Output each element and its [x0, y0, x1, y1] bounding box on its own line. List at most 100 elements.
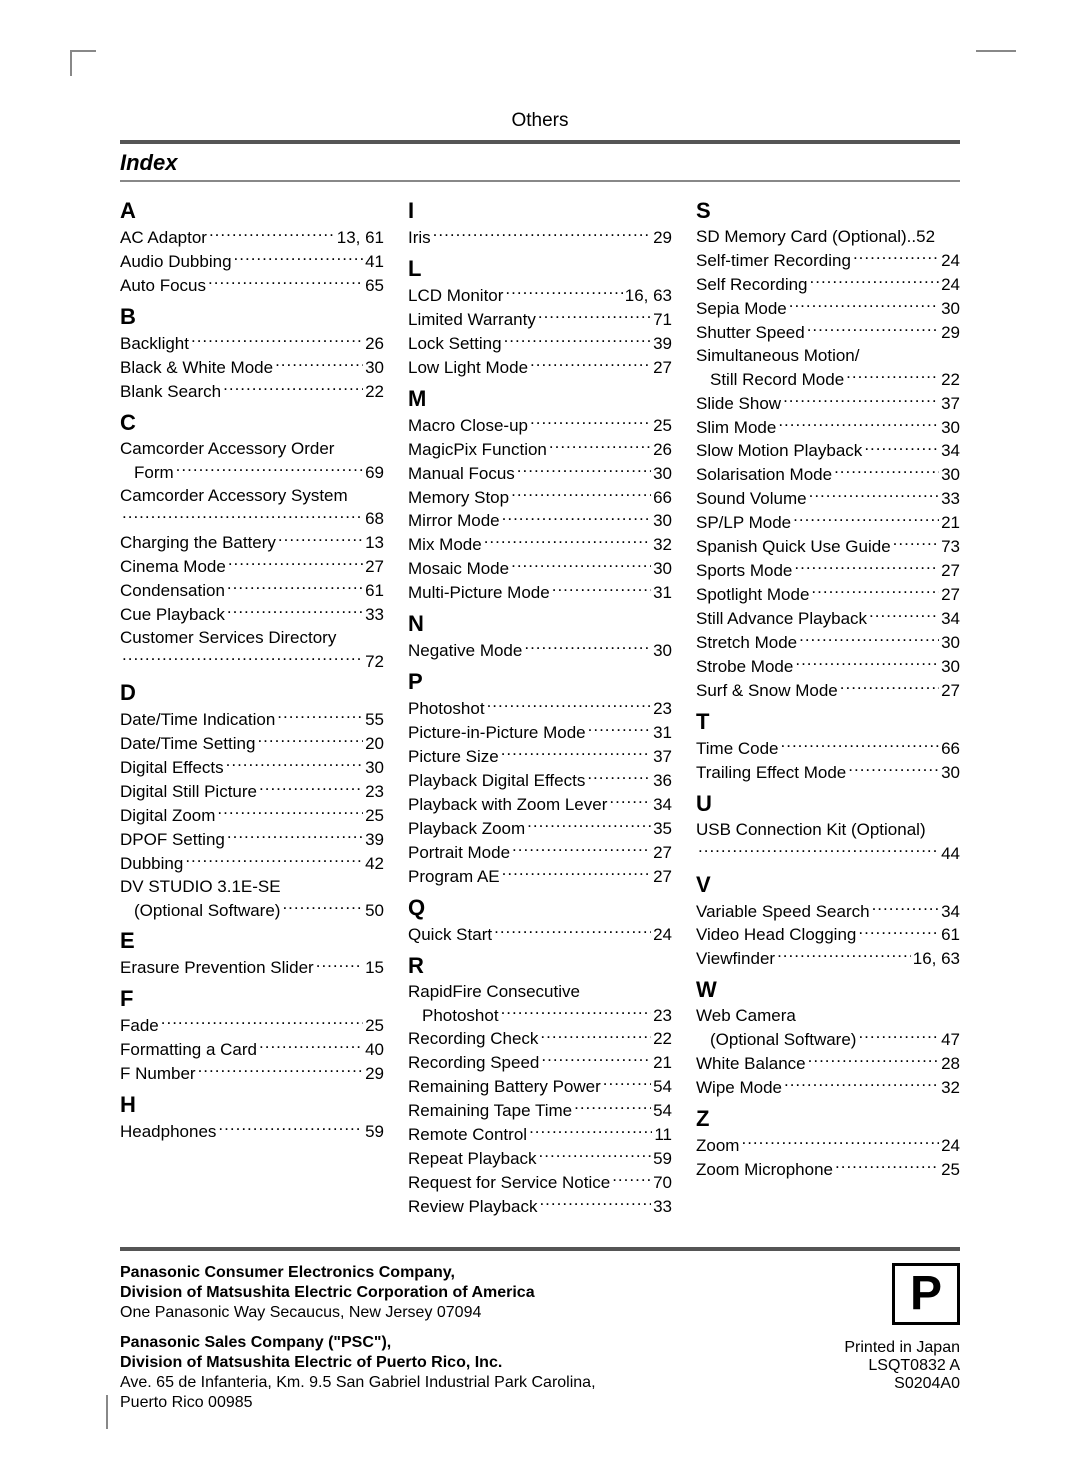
index-entry: Erasure Prevention Slider15 — [120, 956, 384, 980]
index-label: Trailing Effect Mode — [696, 762, 846, 785]
crop-mark — [976, 50, 1016, 52]
leader-dots — [494, 923, 651, 940]
leader-dots — [198, 1062, 364, 1079]
index-letter: U — [696, 791, 960, 817]
leader-dots — [552, 581, 651, 598]
index-label: F Number — [120, 1063, 196, 1086]
index-label: SP/LP Mode — [696, 512, 791, 535]
index-page: 55 — [365, 709, 384, 732]
index-entry: Trailing Effect Mode30 — [696, 761, 960, 785]
index-letter: Z — [696, 1106, 960, 1132]
index-label: Recording Speed — [408, 1052, 539, 1075]
index-entry: Playback with Zoom Lever34 — [408, 793, 672, 817]
footer-right: P Printed in Japan LSQT0832 A S0204A0 — [844, 1263, 960, 1423]
index-entry: Stretch Mode30 — [696, 631, 960, 655]
index-label: Self Recording — [696, 274, 808, 297]
leader-dots — [234, 250, 364, 267]
leader-dots — [517, 462, 651, 479]
leader-dots — [176, 461, 363, 478]
index-entry: Picture-in-Picture Mode31 — [408, 721, 672, 745]
index-entry: Remaining Tape Time54 — [408, 1099, 672, 1123]
index-label: Digital Still Picture — [120, 781, 257, 804]
index-page: 34 — [941, 440, 960, 463]
leader-dots — [282, 899, 363, 916]
index-label: Review Playback — [408, 1196, 537, 1219]
index-entry: Program AE27 — [408, 865, 672, 889]
index-page: 23 — [365, 781, 384, 804]
leader-dots — [541, 1051, 651, 1068]
index-label: Date/Time Indication — [120, 709, 275, 732]
company-address: Ave. 65 de Infanteria, Km. 9.5 San Gabri… — [120, 1373, 596, 1393]
index-label: Lock Setting — [408, 333, 502, 356]
index-entry: Recording Speed21 — [408, 1051, 672, 1075]
index-page: 30 — [365, 757, 384, 780]
index-columns: AAC Adaptor13, 61Audio Dubbing41Auto Foc… — [120, 192, 960, 1219]
index-entry: Backlight26 — [120, 332, 384, 356]
index-page: 16, 63 — [625, 285, 672, 308]
index-page: 25 — [365, 1015, 384, 1038]
leader-dots — [612, 1171, 651, 1188]
index-label: Limited Warranty — [408, 309, 536, 332]
leader-dots — [794, 559, 939, 576]
index-page: 30 — [941, 464, 960, 487]
index-entry: Shutter Speed29 — [696, 321, 960, 345]
index-page: 23 — [653, 698, 672, 721]
index-label: Memory Stop — [408, 487, 509, 510]
index-page: 24 — [941, 274, 960, 297]
index-entry: DPOF Setting39 — [120, 828, 384, 852]
index-letter: W — [696, 977, 960, 1003]
index-entry: Memory Stop 66 — [408, 486, 672, 510]
index-label: Remaining Battery Power — [408, 1076, 601, 1099]
index-label: Slim Mode — [696, 417, 776, 440]
index-label: Sepia Mode — [696, 298, 787, 321]
index-label: Picture Size — [408, 746, 499, 769]
leader-dots — [858, 1028, 939, 1045]
index-entry: Date/Time Setting20 — [120, 732, 384, 756]
leader-dots — [858, 923, 939, 940]
index-page: 30 — [941, 632, 960, 655]
index-label: RapidFire Consecutive — [408, 981, 672, 1004]
index-entry: Still Advance Playback34 — [696, 607, 960, 631]
index-page: 34 — [941, 901, 960, 924]
index-label: Cue Playback — [120, 604, 225, 627]
index-entry: Low Light Mode27 — [408, 356, 672, 380]
index-page: 59 — [365, 1121, 384, 1144]
leader-dots — [893, 535, 939, 552]
index-letter: A — [120, 198, 384, 224]
index-label: Simultaneous Motion/ — [696, 345, 960, 368]
index-label: Remote Control — [408, 1124, 527, 1147]
index-page: 39 — [653, 333, 672, 356]
index-label: Recording Check — [408, 1028, 538, 1051]
index-entry: Digital Effects30 — [120, 756, 384, 780]
index-letter: H — [120, 1092, 384, 1118]
index-label: Condensation — [120, 580, 225, 603]
index-page: 13, 61 — [337, 227, 384, 250]
leader-dots — [226, 756, 363, 773]
index-page: 29 — [653, 227, 672, 250]
leader-dots — [840, 679, 939, 696]
leader-dots — [161, 1014, 363, 1031]
index-page: 30 — [941, 298, 960, 321]
index-entry: Playback Zoom35 — [408, 817, 672, 841]
index-entry: Camcorder Accessory OrderForm69 — [120, 438, 384, 485]
leader-dots — [574, 1099, 651, 1116]
index-entry: Cinema Mode27 — [120, 555, 384, 579]
leader-dots — [277, 708, 363, 725]
index-entry: Playback Digital Effects36 — [408, 769, 672, 793]
index-label: Viewfinder — [696, 948, 775, 971]
index-page: 27 — [653, 357, 672, 380]
leader-dots — [835, 1158, 939, 1175]
index-letter: I — [408, 198, 672, 224]
page-container: Others Index AAC Adaptor13, 61Audio Dubb… — [0, 0, 1080, 1423]
index-entry: Formatting a Card40 — [120, 1038, 384, 1062]
index-label: Playback with Zoom Lever — [408, 794, 607, 817]
index-label: Program AE — [408, 866, 500, 889]
index-entry: Review Playback33 — [408, 1195, 672, 1219]
leader-dots — [846, 368, 939, 385]
index-label: Surf & Snow Mode — [696, 680, 838, 703]
index-label: Mosaic Mode — [408, 558, 509, 581]
index-page: 66 — [653, 487, 672, 510]
index-entry: Spanish Quick Use Guide73 — [696, 535, 960, 559]
index-label: Repeat Playback — [408, 1148, 537, 1171]
index-page: 16, 63 — [913, 948, 960, 971]
